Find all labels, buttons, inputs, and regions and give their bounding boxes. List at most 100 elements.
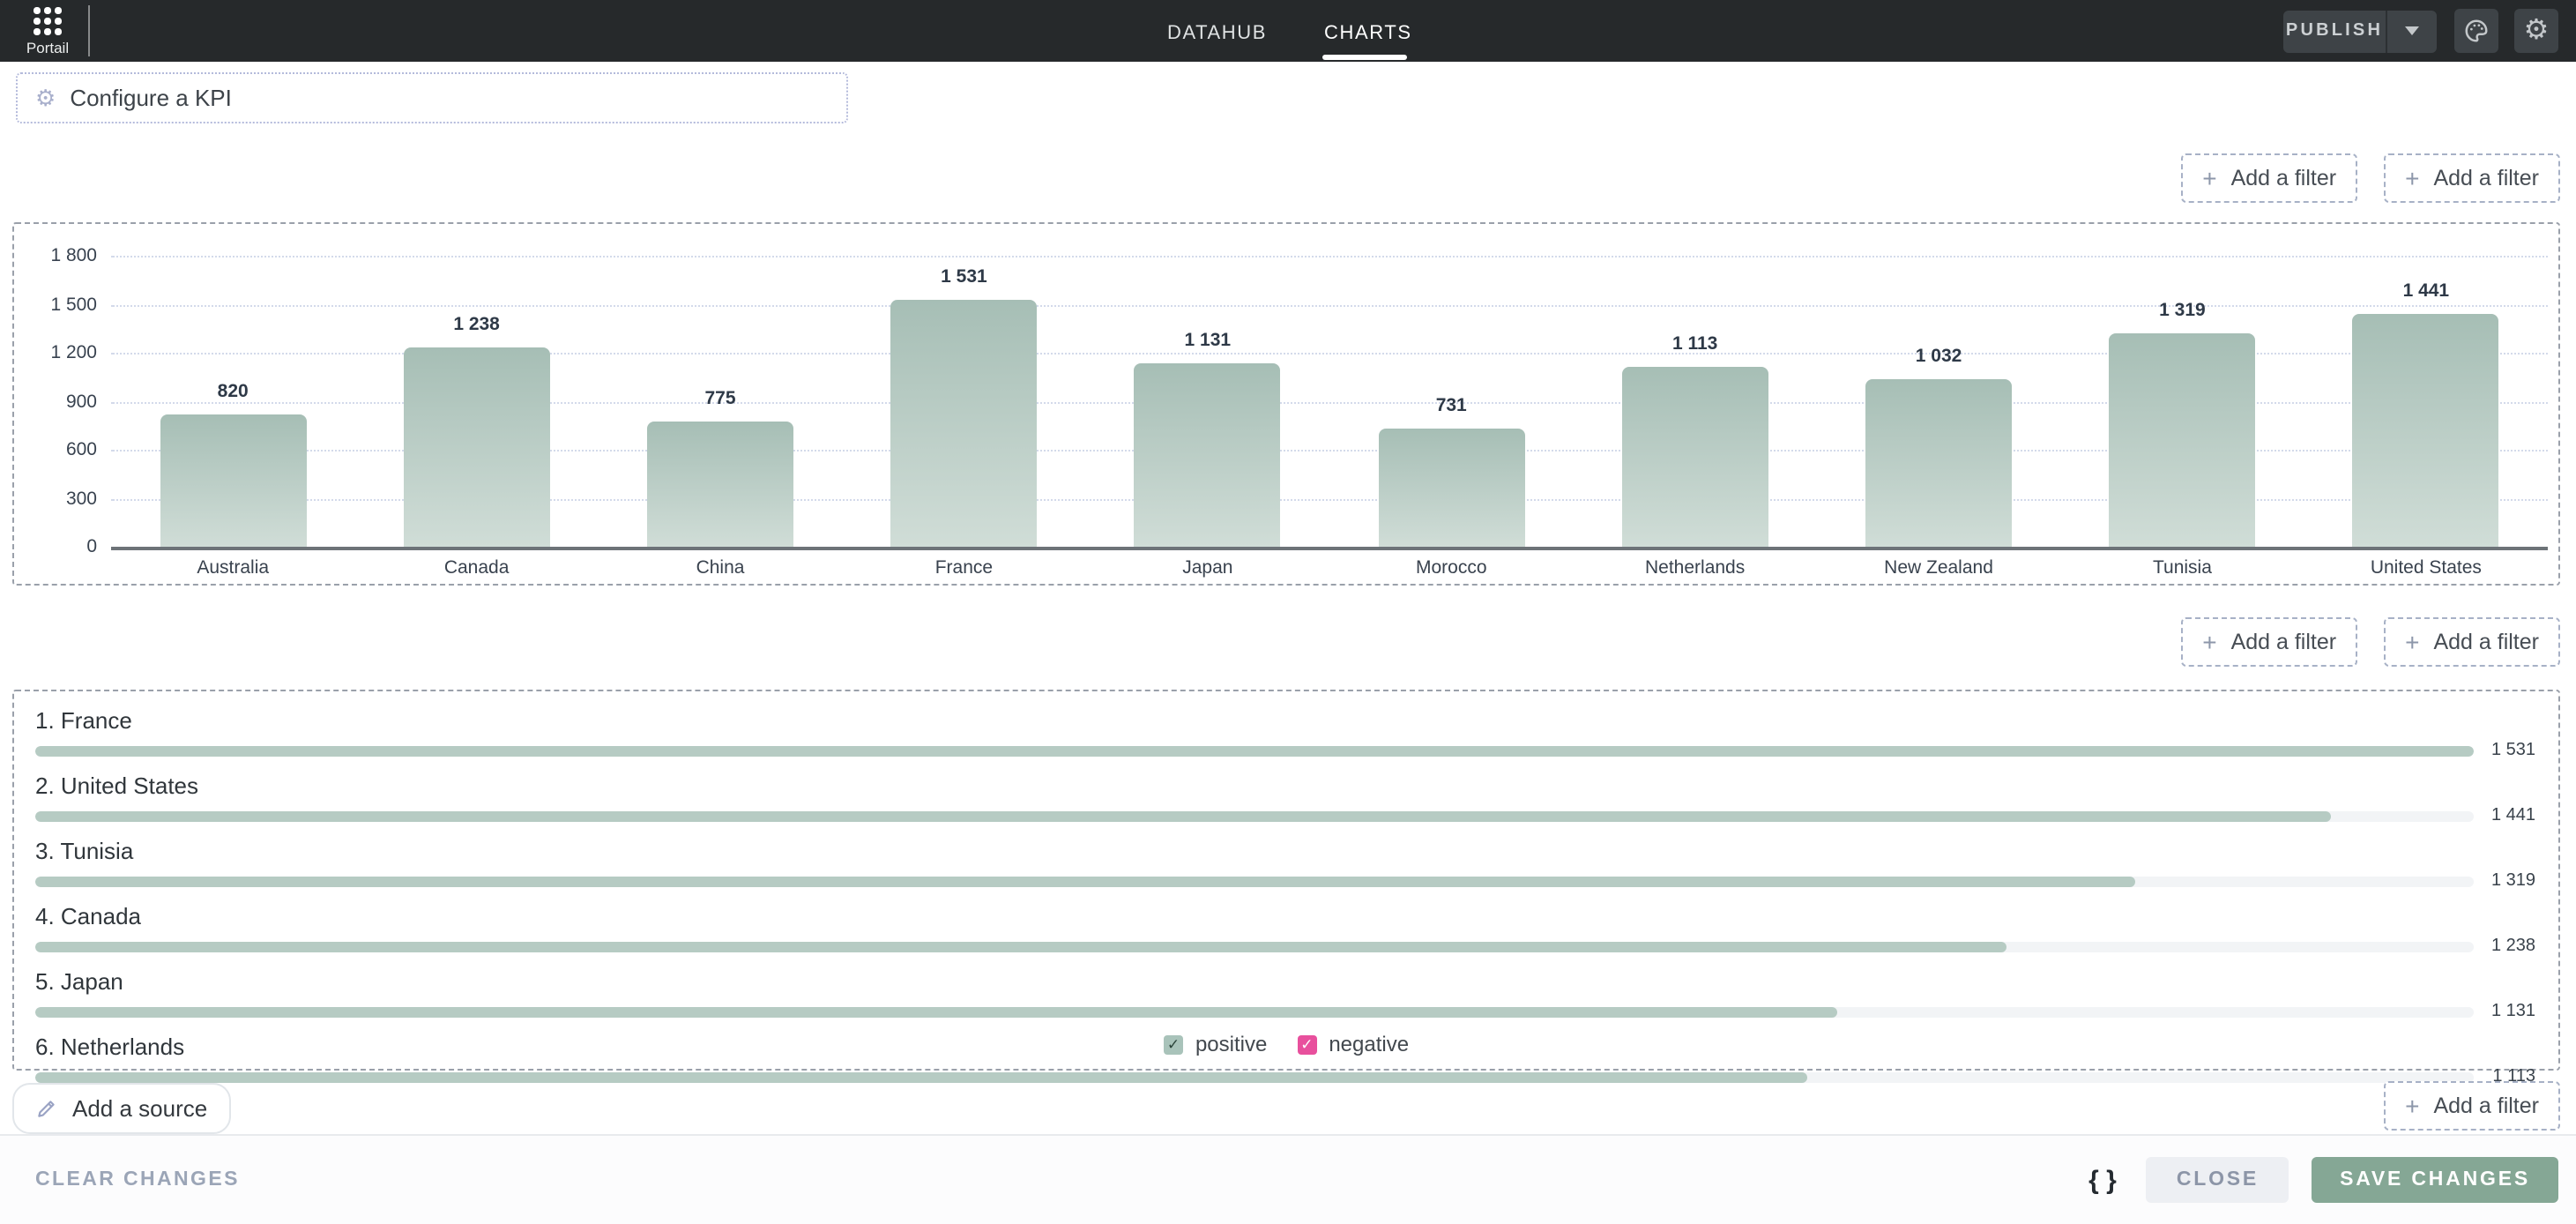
y-tick-label: 600 [65, 439, 97, 460]
category-label: Japan [1182, 557, 1233, 578]
theme-palette-button[interactable] [2454, 9, 2498, 53]
plus-icon: + [2202, 164, 2217, 192]
bar-slot: 731 [1329, 256, 1573, 547]
add-source-button[interactable]: Add a source [12, 1083, 231, 1134]
bar-canada [403, 347, 550, 547]
rank-row: 6. Netherlands 1 113 [35, 1034, 2535, 1086]
bar-morocco [1378, 429, 1525, 547]
bar-slot: 820 [111, 256, 354, 547]
category-label: Canada [443, 557, 510, 578]
bar-value-label: 820 [217, 380, 249, 402]
rank-value: 1 441 [2490, 806, 2535, 825]
rank-bar-track [35, 941, 2474, 952]
rank-bar-line: 1 319 [35, 871, 2535, 891]
legend-item-negative: ✓ negative [1297, 1032, 1409, 1056]
apps-grid-icon [34, 7, 62, 35]
caret-down-icon [2405, 26, 2419, 35]
positive-checkbox[interactable]: ✓ [1163, 1034, 1183, 1054]
tab-charts[interactable]: CHARTS [1324, 23, 1412, 44]
rank-bar-fill [35, 745, 2474, 756]
bar-value-label: 1 131 [1184, 330, 1232, 352]
rank-label: 2. United States [35, 772, 198, 799]
publish-button[interactable]: PUBLISH [2283, 10, 2386, 52]
tab-datahub[interactable]: DATAHUB [1167, 23, 1268, 44]
gridline [111, 353, 2548, 355]
chart-legend: ✓ positive ✓ negative [14, 1032, 2558, 1056]
category-label: New Zealand [1884, 557, 1993, 578]
bar-tunisia [2109, 333, 2256, 547]
rank-rows: 1. France 1 531 2. United States 1 441 3. Tu… [35, 707, 2535, 1099]
rank-label: 5. Japan [35, 968, 123, 995]
bar-value-label: 1 531 [941, 265, 987, 287]
portal-label: Portail [26, 39, 70, 56]
category-label: Tunisia [2152, 557, 2212, 578]
rank-label: 1. France [35, 707, 132, 734]
close-button[interactable]: CLOSE [2146, 1157, 2289, 1203]
legend-item-positive: ✓ positive [1163, 1032, 1268, 1056]
rank-bar-fill [35, 1006, 1837, 1017]
gridline [111, 401, 2548, 403]
bar-value-label: 1 238 [453, 313, 500, 335]
settings-button[interactable]: ⚙ [2514, 9, 2558, 53]
bar-japan [1134, 363, 1281, 547]
category-label: Australia [197, 557, 270, 578]
rank-row: 4. Canada 1 238 [35, 903, 2535, 956]
add-filter-button[interactable]: + Add a filter [2181, 617, 2358, 667]
rank-bar-fill [35, 810, 2331, 821]
rank-bar-line: 1 531 [35, 741, 2535, 760]
column-bars: 820 1 238 775 1 531 1 131 731 1 113 1 032 1 319 1… [111, 256, 2548, 547]
gridline [111, 256, 2548, 257]
bar-value-label: 1 319 [2159, 300, 2206, 322]
header-divider [88, 5, 90, 56]
add-filter-button[interactable]: + Add a filter [2384, 1081, 2560, 1131]
configure-kpi-button[interactable]: ⚙ Configure a KPI [16, 72, 848, 123]
plus-icon: + [2405, 628, 2420, 656]
add-filter-button[interactable]: + Add a filter [2181, 153, 2358, 203]
y-tick-label: 300 [65, 488, 97, 509]
palette-icon [2465, 19, 2488, 42]
rank-bar-track [35, 876, 2474, 886]
gridline [111, 304, 2548, 306]
bar-value-label: 731 [1435, 395, 1467, 416]
footer-right-actions: { } CLOSE SAVE CHANGES [2088, 1136, 2558, 1224]
bar-slot: 1 032 [1817, 256, 2060, 547]
bar-france [890, 299, 1038, 547]
filter-row-bottom: + Add a filter [2384, 1081, 2560, 1131]
category-label: China [696, 557, 745, 578]
rank-bar-track [35, 1071, 2474, 1082]
json-view-button[interactable]: { } [2088, 1165, 2117, 1195]
publish-dropdown-button[interactable] [2386, 10, 2437, 52]
rank-bar-line: 1 113 [35, 1067, 2535, 1086]
column-categories: Australia Canada China France Japan Morocco Ne… [111, 557, 2548, 578]
negative-checkbox[interactable]: ✓ [1297, 1034, 1317, 1054]
add-filter-button[interactable]: + Add a filter [2384, 617, 2560, 667]
bar-new-zealand [1865, 379, 2012, 547]
plus-icon: + [2405, 1092, 2420, 1120]
rank-bar-line: 1 131 [35, 1002, 2535, 1021]
gear-icon: ⚙ [35, 85, 56, 111]
y-tick-label: 1 500 [50, 294, 97, 315]
save-changes-button[interactable]: SAVE CHANGES [2312, 1157, 2558, 1203]
bar-slot: 1 441 [2304, 256, 2548, 547]
top-navigation-bar: Portail DATAHUB CHARTS PUBLISH ⚙ [0, 0, 2576, 62]
pencil-icon [38, 1101, 55, 1117]
add-filter-button[interactable]: + Add a filter [2384, 153, 2560, 203]
clear-changes-button[interactable]: CLEAR CHANGES [35, 1169, 240, 1190]
bar-slot: 1 531 [842, 256, 1085, 547]
bar-china [647, 421, 793, 547]
rank-value: 1 131 [2490, 1002, 2535, 1021]
column-chart-panel: 0 300 600 900 1 200 1 500 1 800 820 1 238 775 1 5… [12, 222, 2560, 586]
bar-slot: 1 238 [354, 256, 598, 547]
portal-menu-button[interactable]: Portail [18, 5, 78, 58]
legend-label: positive [1195, 1032, 1268, 1056]
rank-row: 2. United States 1 441 [35, 772, 2535, 825]
active-tab-indicator [1322, 54, 1407, 59]
bar-slot: 1 113 [1573, 256, 1816, 547]
filter-row-middle: + Add a filter + Add a filter [2181, 617, 2560, 667]
ranking-chart-panel: 1. France 1 531 2. United States 1 441 3. Tu… [12, 690, 2560, 1086]
rank-bar-track [35, 1006, 2474, 1017]
rank-row: 5. Japan 1 131 [35, 968, 2535, 1021]
gear-icon: ⚙ [2523, 15, 2550, 45]
category-label: United States [2370, 557, 2482, 578]
